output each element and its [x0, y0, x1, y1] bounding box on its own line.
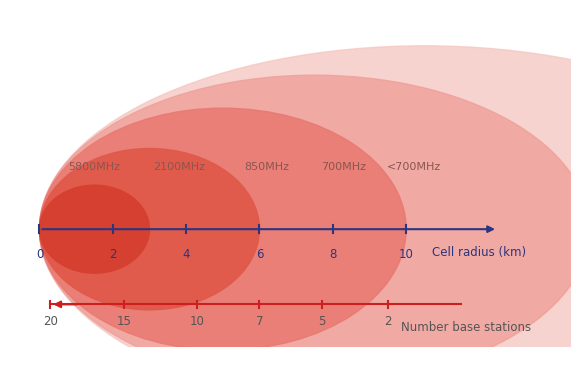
Text: 5800MHz: 5800MHz: [68, 162, 121, 172]
Text: 2: 2: [384, 315, 391, 328]
Ellipse shape: [40, 108, 406, 350]
Ellipse shape: [40, 149, 259, 310]
Ellipse shape: [40, 185, 149, 273]
Text: 15: 15: [117, 315, 131, 328]
Text: 20: 20: [43, 315, 58, 328]
Text: 8: 8: [329, 248, 336, 261]
Ellipse shape: [40, 46, 574, 385]
Text: 7: 7: [256, 315, 263, 328]
Text: 6: 6: [256, 248, 263, 261]
Text: 850MHz: 850MHz: [245, 162, 289, 172]
Text: 700MHz: 700MHz: [321, 162, 366, 172]
Ellipse shape: [40, 75, 574, 383]
Text: 4: 4: [183, 248, 190, 261]
Text: Cell radius (km): Cell radius (km): [432, 246, 526, 259]
Text: 2: 2: [109, 248, 117, 261]
Text: 5: 5: [318, 315, 325, 328]
Text: 10: 10: [190, 315, 204, 328]
Text: 10: 10: [399, 248, 414, 261]
Text: Number base stations: Number base stations: [401, 321, 531, 334]
Text: <700MHz: <700MHz: [386, 162, 441, 172]
Text: 2100MHz: 2100MHz: [153, 162, 205, 172]
Text: 0: 0: [36, 248, 43, 261]
